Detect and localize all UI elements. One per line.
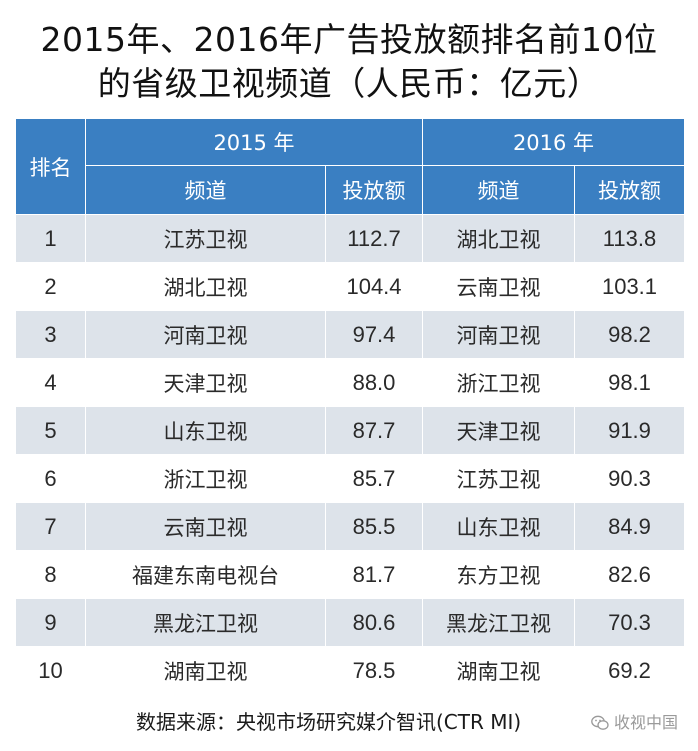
channel-2016-cell: 天津卫视 [422, 406, 575, 455]
amount-2015-cell: 78.5 [325, 646, 423, 695]
data-source-note: 数据来源：央视市场研究媒介智讯(CTR MI) [136, 710, 522, 734]
rank-cell: 5 [15, 406, 86, 455]
amount-2016-cell: 82.6 [574, 550, 685, 599]
channel-2016-cell: 云南卫视 [422, 262, 575, 311]
amount-2015-cell: 97.4 [325, 310, 423, 359]
channel-2015-cell: 河南卫视 [85, 310, 326, 359]
channel-2016-cell: 湖南卫视 [422, 646, 575, 695]
table-row: 9 黑龙江卫视 80.6 黑龙江卫视 70.3 [15, 598, 685, 647]
chat-bubble-icon [591, 715, 609, 730]
rank-cell: 7 [15, 502, 86, 551]
amount-2016-cell: 70.3 [574, 598, 685, 647]
amount-2015-cell: 81.7 [325, 550, 423, 599]
rank-cell: 1 [15, 214, 86, 263]
amount-2016-cell: 91.9 [574, 406, 685, 455]
channel-2015-cell: 福建东南电视台 [85, 550, 326, 599]
watermark-text: 收视中国 [613, 713, 678, 732]
header-channel-2015: 频道 [85, 165, 326, 215]
table-row: 4 天津卫视 88.0 浙江卫视 98.1 [15, 358, 685, 407]
channel-2016-cell: 江苏卫视 [422, 454, 575, 503]
amount-2015-cell: 112.7 [325, 214, 423, 263]
channel-2016-cell: 河南卫视 [422, 310, 575, 359]
rank-cell: 9 [15, 598, 86, 647]
channel-2016-cell: 山东卫视 [422, 502, 575, 551]
channel-2015-cell: 黑龙江卫视 [85, 598, 326, 647]
table-row: 10 湖南卫视 78.5 湖南卫视 69.2 [15, 646, 685, 695]
rank-cell: 2 [15, 262, 86, 311]
watermark: 收视中国 [591, 710, 678, 736]
channel-2015-cell: 浙江卫视 [85, 454, 326, 503]
amount-2015-cell: 104.4 [325, 262, 423, 311]
amount-2015-cell: 80.6 [325, 598, 423, 647]
amount-2016-cell: 113.8 [574, 214, 685, 263]
table-row: 2 湖北卫视 104.4 云南卫视 103.1 [15, 262, 685, 311]
rank-cell: 10 [15, 646, 86, 695]
channel-2016-cell: 湖北卫视 [422, 214, 575, 263]
rank-cell: 4 [15, 358, 86, 407]
header-rank: 排名 [15, 118, 86, 215]
header-row-years: 排名 2015 年 2016 年 [15, 118, 685, 215]
channel-2016-cell: 东方卫视 [422, 550, 575, 599]
amount-2015-cell: 88.0 [325, 358, 423, 407]
ranking-table: 排名 2015 年 2016 年 频道 投放额 频道 投放额 1 江苏卫视 112.… [15, 118, 685, 695]
header-amount-2015: 投放额 [325, 165, 423, 215]
amount-2016-cell: 103.1 [574, 262, 685, 311]
amount-2016-cell: 69.2 [574, 646, 685, 695]
rank-cell: 3 [15, 310, 86, 359]
rank-cell: 8 [15, 550, 86, 599]
header-year-2015: 2015 年 [85, 118, 423, 166]
header-channel-2016: 频道 [422, 165, 575, 215]
channel-2016-cell: 浙江卫视 [422, 358, 575, 407]
channel-2015-cell: 山东卫视 [85, 406, 326, 455]
channel-2015-cell: 江苏卫视 [85, 214, 326, 263]
chart-title-line1: 2015年、2016年广告投放额排名前10位 [40, 20, 658, 59]
table-row: 8 福建东南电视台 81.7 东方卫视 82.6 [15, 550, 685, 599]
amount-2015-cell: 85.7 [325, 454, 423, 503]
table-row: 6 浙江卫视 85.7 江苏卫视 90.3 [15, 454, 685, 503]
channel-2015-cell: 湖南卫视 [85, 646, 326, 695]
channel-2015-cell: 天津卫视 [85, 358, 326, 407]
channel-2015-cell: 云南卫视 [85, 502, 326, 551]
amount-2016-cell: 90.3 [574, 454, 685, 503]
amount-2015-cell: 85.5 [325, 502, 423, 551]
header-amount-2016: 投放额 [574, 165, 685, 215]
amount-2015-cell: 87.7 [325, 406, 423, 455]
channel-2016-cell: 黑龙江卫视 [422, 598, 575, 647]
table-row: 7 云南卫视 85.5 山东卫视 84.9 [15, 502, 685, 551]
table-body: 1 江苏卫视 112.7 湖北卫视 113.8 2 湖北卫视 104.4 云南卫视 103.1 3 河… [15, 214, 685, 695]
amount-2016-cell: 98.1 [574, 358, 685, 407]
amount-2016-cell: 98.2 [574, 310, 685, 359]
table-row: 3 河南卫视 97.4 河南卫视 98.2 [15, 310, 685, 359]
header-row-fields: 频道 投放额 频道 投放额 [16, 165, 685, 215]
chart-title-line2: 的省级卫视频道（人民币：亿元） [97, 64, 601, 103]
amount-2016-cell: 84.9 [574, 502, 685, 551]
channel-2015-cell: 湖北卫视 [85, 262, 326, 311]
table-row: 5 山东卫视 87.7 天津卫视 91.9 [15, 406, 685, 455]
rank-cell: 6 [15, 454, 86, 503]
header-year-2016: 2016 年 [422, 118, 685, 166]
table-row: 1 江苏卫视 112.7 湖北卫视 113.8 [15, 214, 685, 263]
